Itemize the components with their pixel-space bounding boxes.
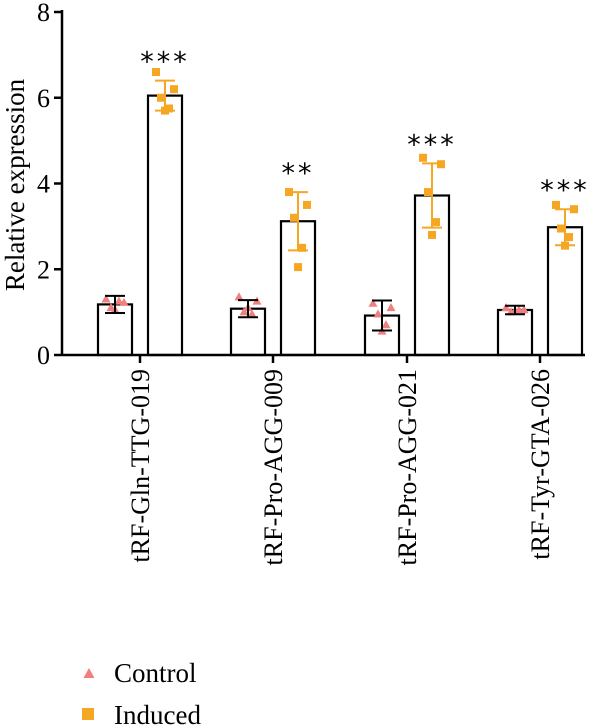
point-induced-2-2	[424, 188, 432, 197]
point-induced-0-1	[170, 85, 178, 94]
point-induced-1-1	[303, 200, 311, 209]
legend-marker-square-icon	[82, 708, 94, 720]
point-induced-3-3	[565, 233, 573, 242]
significance-2: ***	[407, 129, 457, 160]
x-tick-label-1: tRF-Pro-AGG-009	[259, 369, 288, 565]
x-axis: tRF-Gln-TTG-019 tRF-Pro-AGG-009 tRF-Pro-AG…	[62, 353, 585, 565]
point-control-3-0	[501, 302, 511, 312]
point-control-1-3	[247, 309, 257, 318]
point-induced-1-3	[298, 243, 306, 252]
bars	[96, 94, 584, 357]
y-tick-label-4: 8	[37, 0, 50, 27]
point-control-2-1	[386, 302, 396, 312]
point-control-2-3	[381, 320, 391, 329]
point-control-0-0	[101, 294, 111, 303]
x-tick-label-3: tRF-Tyr-GTA-026	[526, 369, 555, 560]
point-induced-1-4	[294, 263, 302, 272]
point-induced-2-3	[432, 218, 440, 227]
legend-item-induced: Induced	[82, 700, 201, 727]
bar-control-3	[496, 308, 534, 357]
point-control-1-2	[239, 307, 249, 316]
point-control-1-0	[234, 292, 244, 301]
legend-item-control: Control	[83, 658, 197, 688]
bar-induced-0	[146, 94, 184, 357]
point-control-0-3	[114, 296, 124, 305]
x-tick-label-0: tRF-Gln-TTG-019	[126, 369, 155, 563]
point-induced-0-0	[152, 68, 160, 77]
y-tick-label-1: 2	[37, 255, 50, 284]
significance-3: ***	[540, 175, 590, 206]
point-control-2-0	[368, 298, 378, 307]
point-induced-2-0	[419, 153, 427, 162]
legend-label-induced: Induced	[114, 700, 201, 727]
point-control-2-2	[373, 309, 383, 318]
legend-label-control: Control	[114, 658, 197, 688]
point-induced-2-4	[428, 230, 436, 239]
significance-0: ***	[140, 47, 190, 78]
y-tick-label-0: 0	[37, 341, 50, 370]
x-tick-label-2: tRF-Pro-AGG-021	[393, 369, 422, 565]
error-bars	[105, 79, 575, 332]
point-induced-3-2	[557, 224, 565, 233]
significance-markers: ***********	[140, 47, 590, 207]
significance-1: **	[282, 158, 315, 189]
legend-marker-triangle-icon	[83, 668, 95, 678]
point-induced-0-2	[157, 93, 165, 102]
y-tick-label-2: 4	[37, 170, 50, 199]
point-induced-1-2	[290, 213, 298, 222]
y-axis-title: Relative expression	[0, 78, 30, 291]
y-axis: 0 2 4 6 8	[37, 0, 64, 370]
legend: Control Induced	[82, 658, 201, 727]
y-tick-label-3: 6	[37, 84, 50, 113]
point-induced-3-0	[552, 200, 560, 209]
